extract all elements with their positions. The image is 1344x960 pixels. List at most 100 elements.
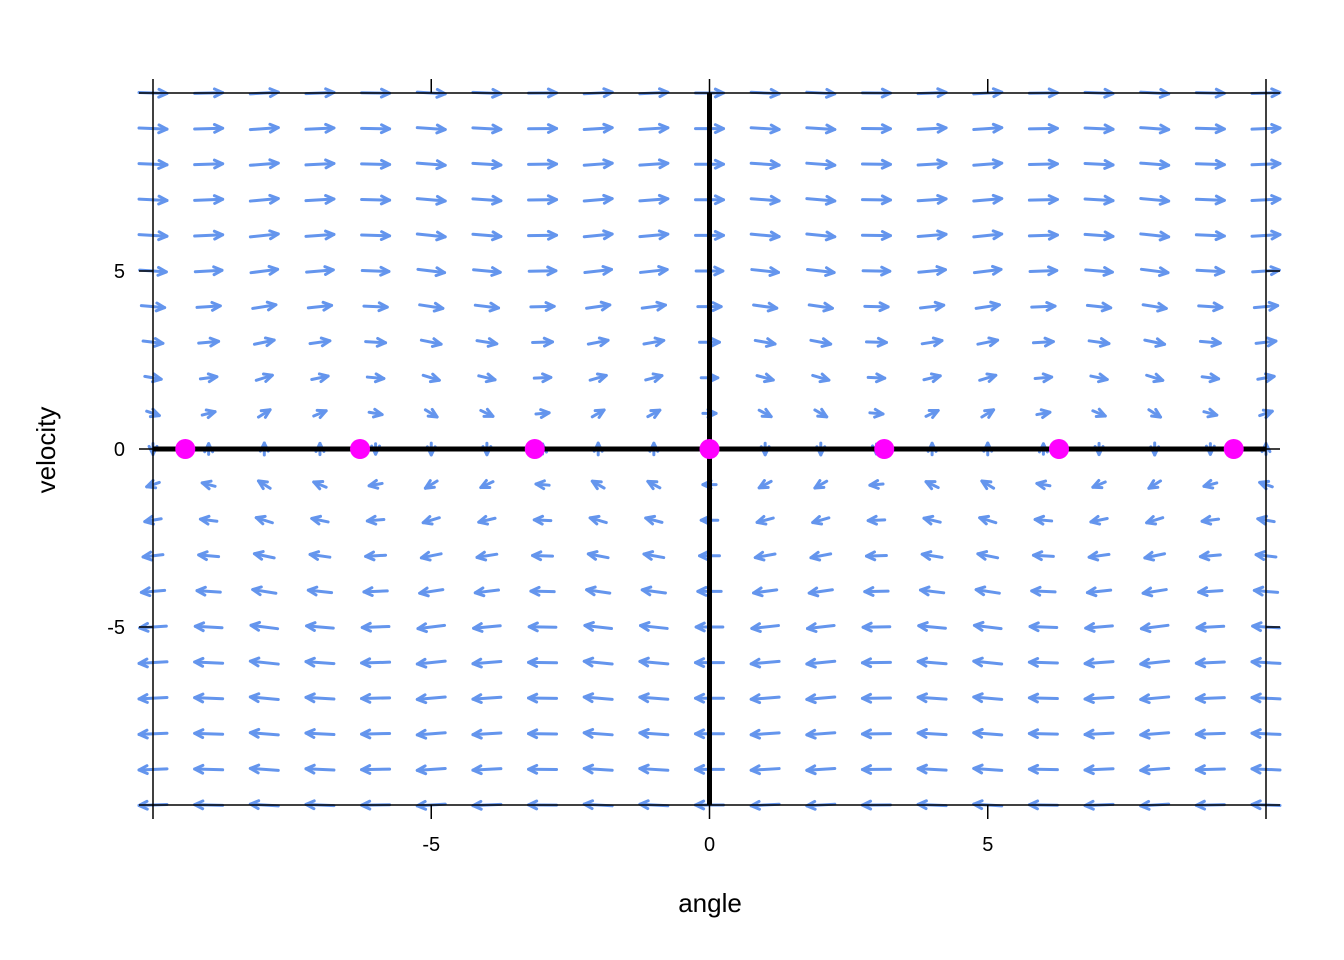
arrow-head [256,479,269,491]
arrow-head [1206,407,1219,419]
field-arrow [472,622,502,633]
arrow-head [972,727,984,739]
arrow-head [1251,621,1263,633]
arrow-head [1094,407,1107,418]
arrow-shaft [1027,162,1059,167]
arrow-shaft [415,197,447,203]
field-arrow [471,230,503,242]
arrow-head [924,480,937,491]
arrow-shaft [583,623,614,631]
arrow-head [713,158,725,170]
arrow-head [1139,799,1151,811]
arrow-head [1202,478,1215,490]
arrow-shaft [918,303,946,310]
arrow-shaft [304,161,336,167]
arrow-head [1194,657,1207,669]
arrow-head [371,407,384,419]
arrow-head [375,336,388,348]
field-arrow [252,550,276,561]
field-arrow [527,692,559,704]
arrow-head [1139,693,1151,705]
arrow-shaft [1139,623,1170,631]
arrow-head [602,158,614,170]
arrow-head [750,622,762,633]
field-arrow [749,657,781,669]
field-arrow [638,229,670,241]
arrow-shaft [916,126,948,131]
arrow-shaft [415,766,447,772]
arrow-head [206,372,219,384]
field-arrow [1027,229,1059,241]
arrow-shaft [362,589,389,594]
arrow-head [212,229,225,241]
arrow-shaft [1139,695,1171,701]
arrow-head [602,87,614,99]
arrow-shaft [805,267,836,275]
arrow-head [379,194,392,206]
arrow-shaft [193,197,225,202]
arrow-head [1047,229,1059,241]
arrow-shaft [972,232,1004,239]
arrow-head [991,193,1004,205]
arrow-head [657,193,670,205]
arrow-head [582,656,595,668]
field-arrow [532,372,553,384]
arrow-shaft [638,695,670,701]
field-arrow [200,408,217,420]
field-arrow [471,194,503,206]
field-arrow [415,764,447,776]
arrow-head [638,656,650,668]
arrow-shaft [750,268,780,274]
arrow-head [585,585,597,597]
field-arrow [1147,479,1163,490]
arrow-head [428,372,441,384]
arrow-head [805,728,817,740]
arrow-head [432,301,445,313]
arrow-head [1267,300,1280,312]
arrow-head [141,550,154,562]
field-arrow [418,586,445,598]
arrow-head [324,194,336,205]
field-arrow [1197,586,1224,598]
arrow-head [974,585,987,597]
x-axis-title: angle [678,888,742,918]
arrow-shaft [638,767,670,772]
arrow-head [527,763,539,775]
arrow-head [1254,550,1267,561]
field-arrow [1194,123,1226,135]
equilibrium-point [1048,439,1069,459]
field-arrow [193,123,225,134]
arrow-head [248,692,261,704]
arrow-head [582,763,595,775]
arrow-head [1047,123,1059,134]
arrow-shaft [749,731,781,737]
arrow-head [1083,728,1095,740]
arrow-head [657,158,670,170]
arrow-shaft [805,161,837,167]
arrow-head [475,550,488,562]
field-arrow [365,514,386,526]
arrow-shaft [471,197,503,203]
field-arrow [360,265,391,277]
field-arrow [805,764,837,776]
arrow-head [602,122,614,134]
arrow-head [248,727,261,739]
arrow-shaft [471,659,503,666]
field-arrow [251,300,278,312]
arrow-shaft [749,161,781,167]
arrow-head [599,300,612,312]
field-arrow [750,622,780,633]
field-arrow [864,550,888,562]
arrow-shaft [972,197,1004,203]
field-arrow [1139,230,1171,242]
field-arrow [755,515,775,526]
field-arrow [1194,230,1226,242]
arrow-head [916,728,928,739]
arrow-head [268,229,280,241]
field-arrow [582,727,614,739]
arrow-shaft [1083,161,1115,167]
arrow-head [546,123,559,134]
field-arrow [1194,764,1226,775]
field-arrow [471,764,503,776]
